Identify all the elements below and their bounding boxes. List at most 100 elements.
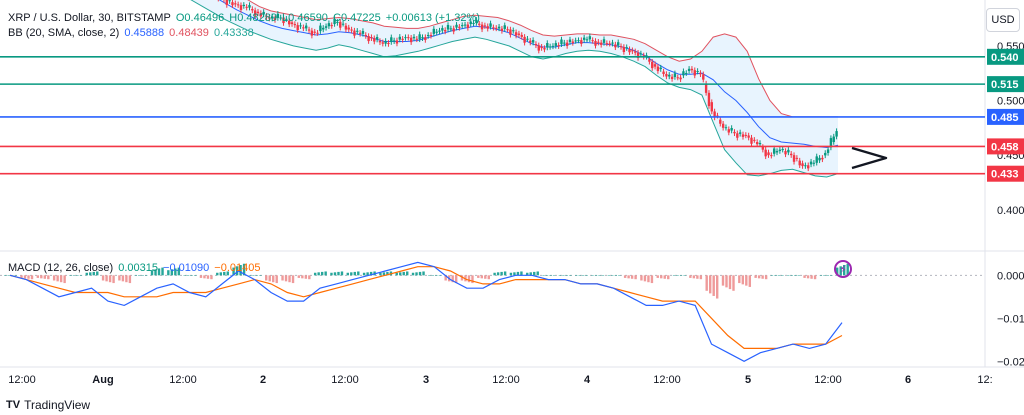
candle-body bbox=[531, 40, 535, 43]
macd-histogram-bar bbox=[467, 275, 471, 283]
candle-body bbox=[421, 37, 424, 39]
candle-body bbox=[492, 27, 495, 29]
candle-body bbox=[812, 162, 816, 164]
candle-body bbox=[775, 151, 779, 153]
candle-body bbox=[486, 26, 489, 29]
macd-signal-value: −0.01405 bbox=[214, 262, 261, 274]
bb-upper-line bbox=[247, 0, 838, 118]
candle-body bbox=[568, 39, 572, 43]
candle-body bbox=[324, 26, 328, 28]
candle-body bbox=[404, 37, 407, 39]
candle-body bbox=[347, 27, 350, 30]
macd-line-value: −0.01090 bbox=[163, 262, 210, 274]
macd-histogram-bar bbox=[199, 275, 203, 278]
candle-body bbox=[322, 27, 325, 30]
candle-body bbox=[730, 127, 733, 131]
candle-body bbox=[614, 44, 617, 48]
candle-body bbox=[628, 49, 631, 53]
macd-histogram-bar bbox=[594, 275, 598, 276]
macd-label[interactable]: MACD (12, 26, close) bbox=[8, 262, 114, 274]
macd-histogram-bar bbox=[529, 272, 532, 276]
candle-body bbox=[305, 25, 308, 29]
macd-histogram-bar bbox=[496, 272, 500, 276]
time-tick-label: 12:00 bbox=[814, 374, 842, 386]
lightning-icon[interactable]: ⚡ bbox=[834, 260, 852, 278]
candle-body bbox=[333, 19, 336, 25]
open-value: O0.46496 bbox=[175, 12, 225, 24]
macd-histogram-bar bbox=[63, 275, 66, 284]
macd-histogram-bar bbox=[108, 275, 112, 283]
candle-body bbox=[418, 34, 421, 40]
macd-histogram-bar bbox=[30, 275, 34, 280]
candle-body bbox=[429, 34, 433, 36]
candle-body bbox=[514, 32, 518, 36]
candle-body bbox=[251, 9, 254, 11]
macd-histogram-bar bbox=[509, 272, 513, 276]
level-label-bg-0.458 bbox=[987, 138, 1024, 155]
candle-body bbox=[279, 17, 282, 19]
candle-body bbox=[330, 25, 333, 27]
macd-tick-label: −0.01 bbox=[997, 313, 1024, 325]
candle-body bbox=[296, 25, 299, 31]
macd-histogram-bar bbox=[242, 263, 246, 276]
macd-histogram-bar bbox=[601, 275, 605, 276]
macd-histogram-bar bbox=[781, 275, 784, 276]
macd-histogram-bar bbox=[480, 275, 483, 279]
macd-histogram-bar bbox=[830, 275, 833, 276]
macd-histogram-bar bbox=[598, 275, 601, 276]
candle-body bbox=[571, 41, 575, 43]
candle-body bbox=[449, 28, 453, 30]
candle-body bbox=[736, 133, 739, 138]
candle-body bbox=[401, 38, 404, 40]
candle-body bbox=[631, 50, 634, 52]
macd-histogram-bar bbox=[7, 275, 10, 276]
candle-body bbox=[270, 16, 274, 19]
candle-body bbox=[588, 36, 592, 40]
tradingview-logo[interactable]: TV TradingView bbox=[6, 398, 90, 412]
macd-histogram-bar bbox=[630, 275, 634, 279]
macd-signal-line bbox=[9, 266, 843, 349]
level-label-bg-0.485 bbox=[987, 108, 1024, 125]
macd-histogram-bar bbox=[431, 275, 435, 276]
candle-body bbox=[543, 48, 546, 50]
macd-histogram-bar bbox=[500, 271, 503, 276]
macd-histogram-bar bbox=[56, 275, 59, 282]
candle-body bbox=[727, 129, 731, 133]
candle-body bbox=[616, 42, 620, 46]
macd-histogram-bar bbox=[216, 272, 219, 276]
macd-histogram-bar bbox=[787, 275, 790, 276]
macd-histogram-bar bbox=[402, 271, 405, 276]
macd-histogram-bar bbox=[340, 271, 344, 276]
macd-histogram-bar bbox=[379, 272, 382, 276]
macd-histogram-bar bbox=[748, 275, 752, 287]
macd-histogram-bar bbox=[232, 267, 235, 276]
candle-body bbox=[634, 51, 637, 53]
macd-histogram-bar bbox=[362, 272, 366, 276]
macd-histogram-bar bbox=[585, 275, 588, 276]
symbol-title[interactable]: XRP / U.S. Dollar, 30, BITSTAMP bbox=[8, 12, 171, 24]
candle-body bbox=[577, 40, 580, 42]
candle-body bbox=[310, 30, 314, 36]
macd-histogram-bar bbox=[513, 272, 516, 276]
macd-histogram-bar bbox=[477, 275, 480, 278]
candle-body bbox=[253, 10, 257, 16]
candle-body bbox=[659, 67, 662, 70]
candle-body bbox=[826, 149, 830, 153]
candle-body bbox=[239, 5, 243, 10]
candle-body bbox=[611, 42, 614, 44]
macd-histogram-bar bbox=[813, 275, 817, 280]
currency-button[interactable]: USD bbox=[986, 8, 1020, 32]
macd-histogram-bar bbox=[438, 275, 442, 276]
candle-body bbox=[835, 131, 838, 137]
candle-body bbox=[798, 160, 801, 166]
candle-body bbox=[262, 11, 265, 15]
bb-label[interactable]: BB (20, SMA, close, 2) bbox=[8, 27, 120, 39]
macd-tick-label: 0.000 bbox=[997, 270, 1024, 282]
macd-histogram-bar bbox=[565, 275, 569, 276]
candle-body bbox=[724, 127, 728, 129]
macd-histogram-bar bbox=[411, 272, 415, 276]
candle-body bbox=[245, 6, 248, 8]
candle-body bbox=[367, 36, 370, 42]
macd-histogram-bar bbox=[611, 275, 614, 276]
